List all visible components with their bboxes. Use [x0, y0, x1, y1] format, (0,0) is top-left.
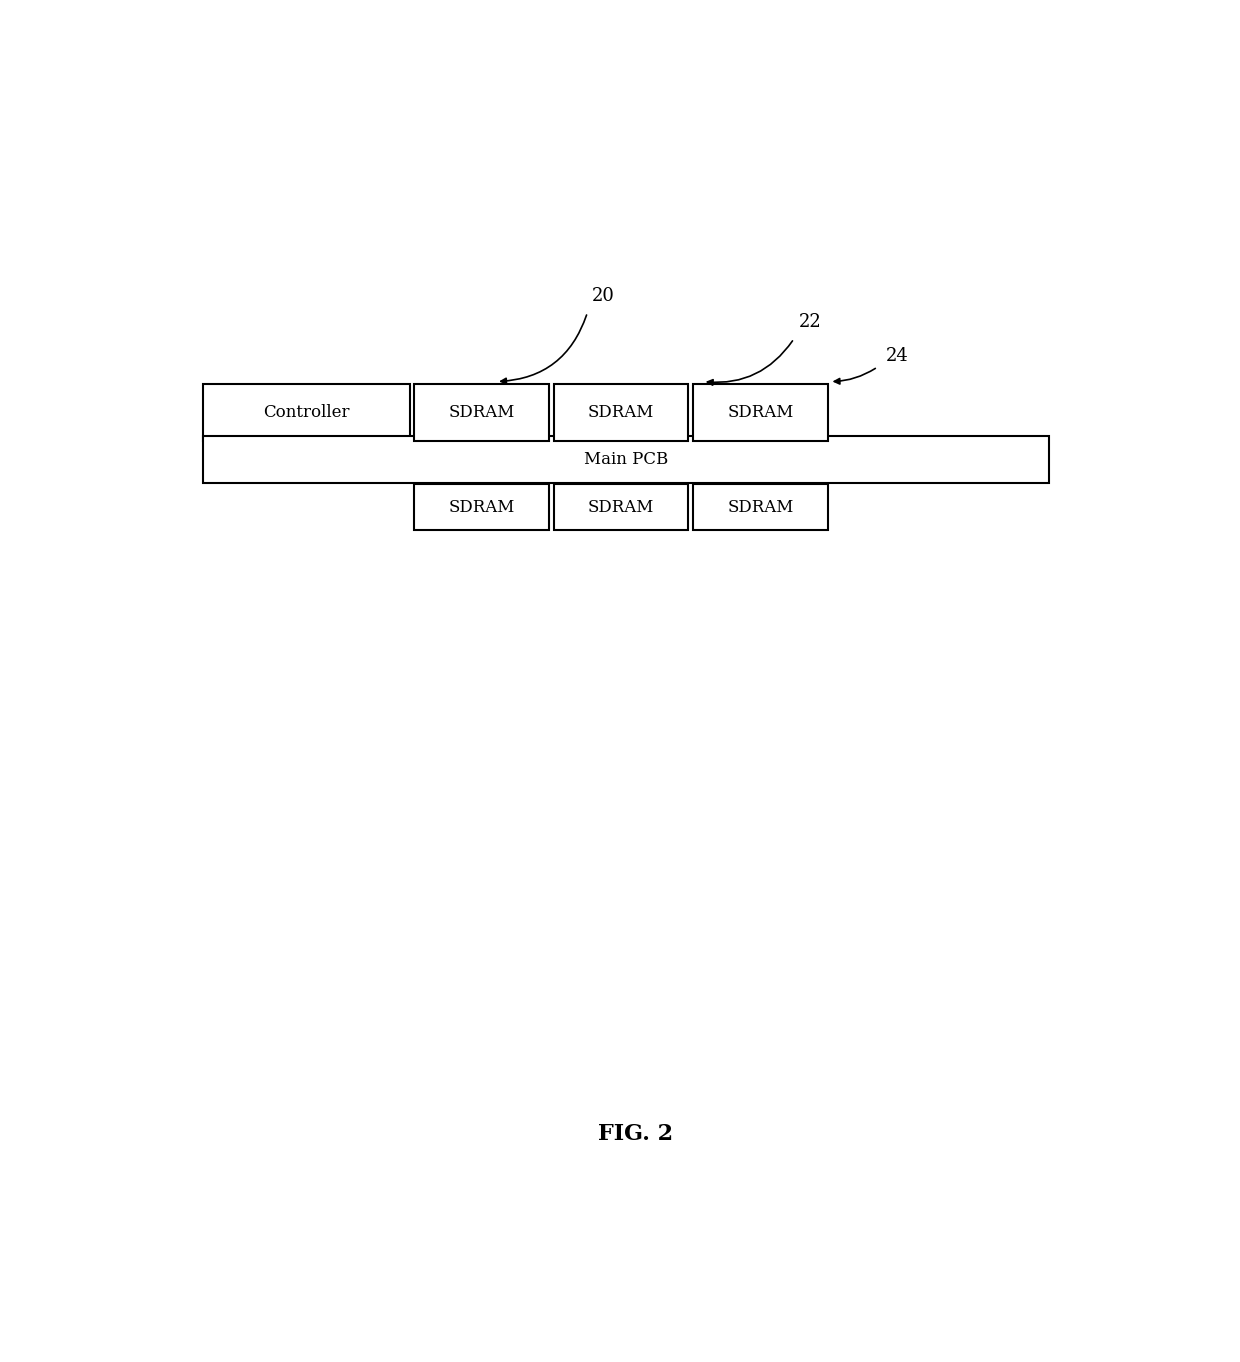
FancyBboxPatch shape — [554, 485, 688, 531]
FancyArrowPatch shape — [707, 340, 792, 385]
Text: SDRAM: SDRAM — [588, 405, 655, 421]
FancyArrowPatch shape — [501, 315, 587, 384]
Text: SDRAM: SDRAM — [449, 405, 515, 421]
FancyBboxPatch shape — [414, 485, 549, 531]
Text: SDRAM: SDRAM — [727, 405, 794, 421]
FancyBboxPatch shape — [414, 384, 549, 441]
Text: SDRAM: SDRAM — [727, 498, 794, 516]
FancyBboxPatch shape — [693, 384, 828, 441]
Text: SDRAM: SDRAM — [588, 498, 655, 516]
FancyBboxPatch shape — [203, 436, 1049, 484]
Text: 20: 20 — [593, 287, 615, 305]
Text: FIG. 2: FIG. 2 — [598, 1122, 673, 1144]
FancyBboxPatch shape — [203, 384, 409, 441]
FancyBboxPatch shape — [554, 384, 688, 441]
FancyBboxPatch shape — [693, 485, 828, 531]
Text: Controller: Controller — [263, 405, 350, 421]
FancyArrowPatch shape — [835, 368, 875, 384]
Text: 22: 22 — [799, 313, 822, 331]
Text: Main PCB: Main PCB — [584, 451, 668, 469]
Text: SDRAM: SDRAM — [449, 498, 515, 516]
Text: 24: 24 — [885, 347, 908, 365]
